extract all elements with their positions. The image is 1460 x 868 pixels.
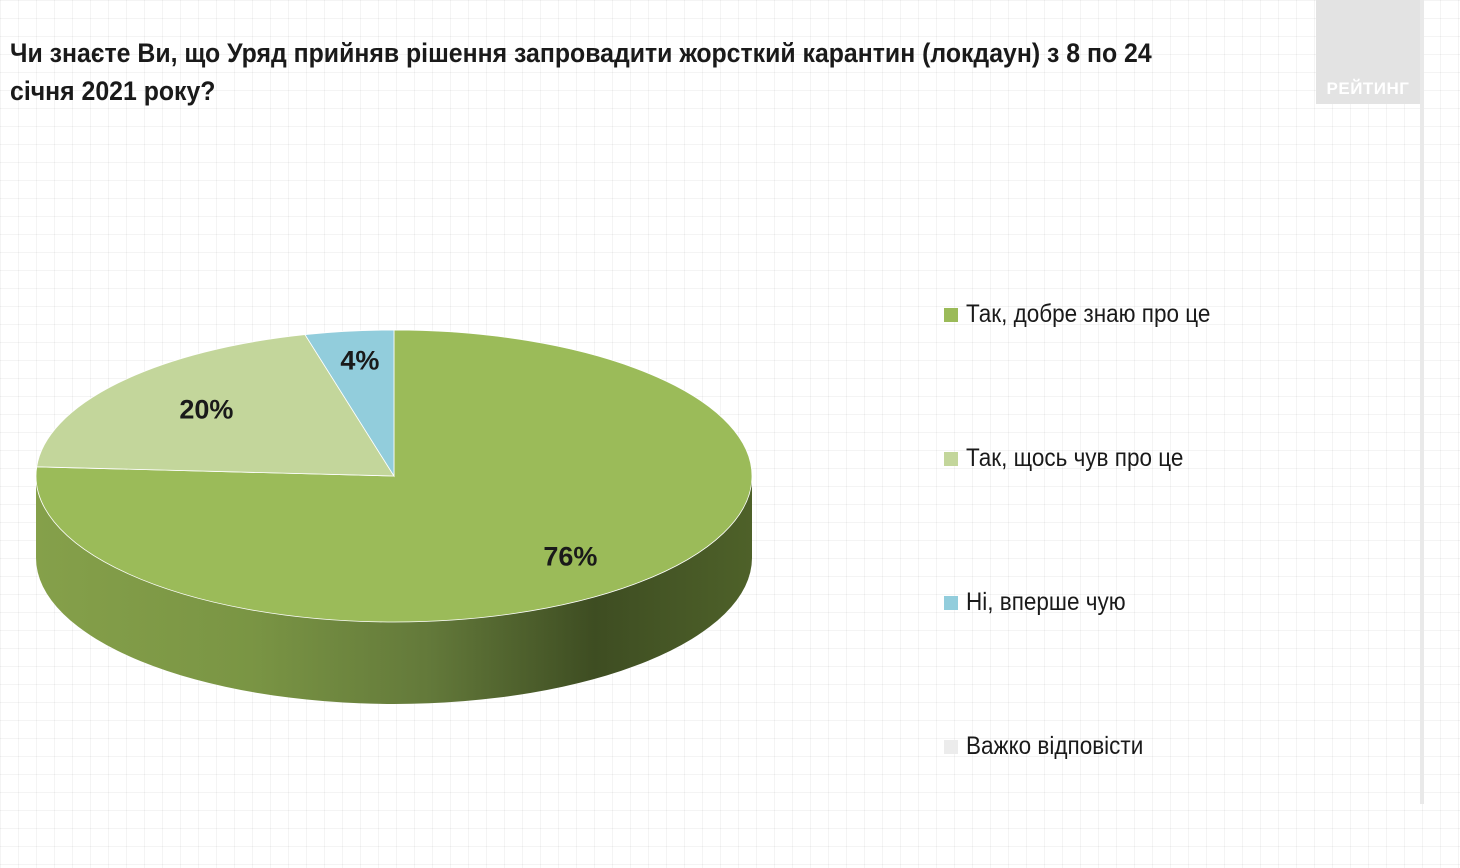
page-edge	[1420, 0, 1424, 804]
chart-title: Чи знаєте Ви, що Уряд прийняв рішення за…	[10, 38, 1152, 106]
pie-slice	[36, 334, 395, 477]
legend-swatch	[944, 740, 958, 754]
pie-data-label: 76%	[543, 542, 597, 572]
pie-data-label: 20%	[179, 395, 233, 425]
brand-logo: РЕЙТИНГ	[1316, 0, 1420, 104]
pie-data-label: 4%	[340, 345, 379, 375]
legend-label: Важко відповісти	[966, 732, 1144, 760]
legend-label: Ні, вперше чую	[966, 588, 1126, 616]
legend-swatch	[944, 308, 958, 322]
pie-chart: 76% 20% 4%	[35, 329, 753, 704]
pie-slice-side	[36, 476, 752, 704]
legend-label: Так, добре знаю про це	[966, 300, 1211, 328]
pie-slice	[304, 329, 395, 478]
legend-swatch	[944, 596, 958, 610]
legend-label: Так, щось чув про це	[966, 444, 1184, 472]
brand-logo-text: РЕЙТИНГ	[1326, 79, 1410, 98]
legend-swatch	[944, 452, 958, 466]
